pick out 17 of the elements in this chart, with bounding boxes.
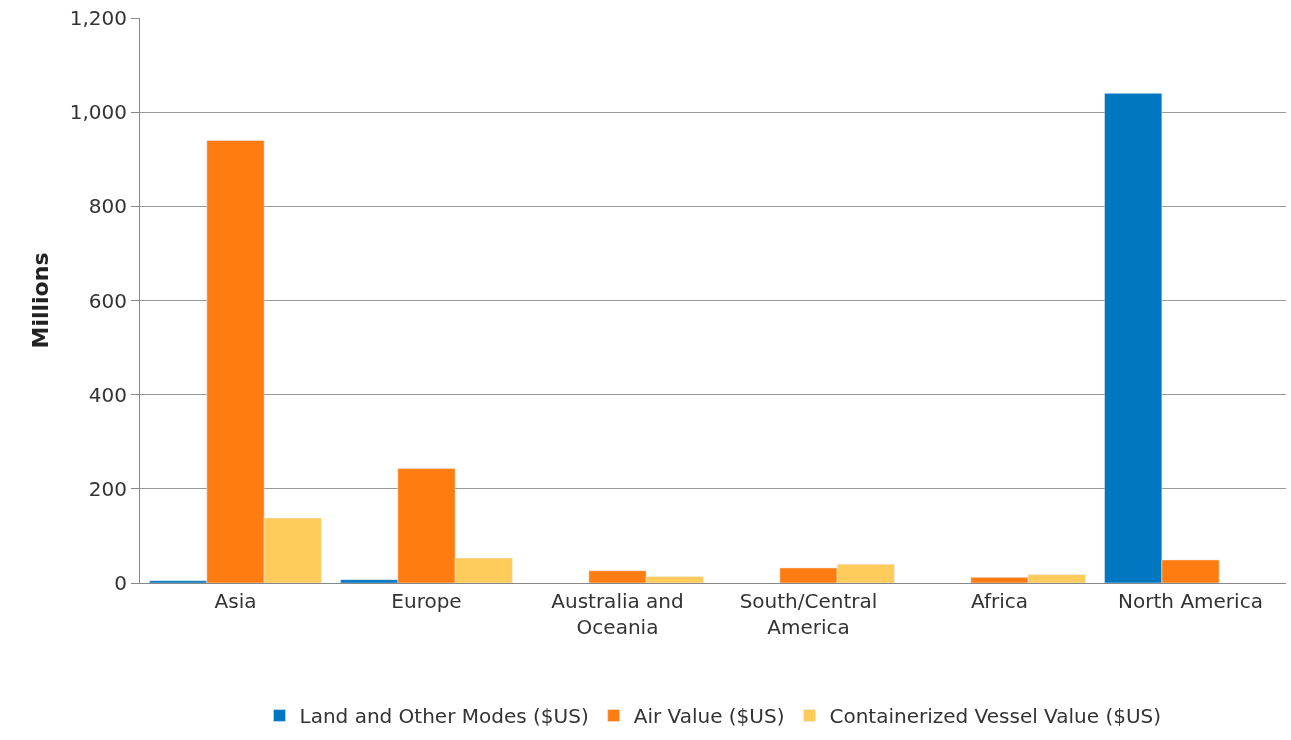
y-tick-label: 600: [88, 288, 127, 313]
x-tick-label: Africa: [970, 589, 1029, 613]
legend-label: Air Value ($US): [633, 704, 785, 729]
x-tick-label: Asia: [214, 589, 257, 613]
y-tick-label: 1,200: [69, 6, 127, 30]
x-tick-label: South/Central America: [739, 589, 878, 639]
y-tick-label: 1,000: [69, 100, 127, 125]
y-tick-label: 400: [88, 382, 127, 407]
y-tick-label: 800: [88, 194, 127, 219]
y-tick-label: 200: [88, 476, 127, 501]
legend-label: Containerized Vessel Value ($US): [829, 704, 1162, 729]
x-tick-label: Australia and Oceania: [551, 589, 684, 639]
legend-label: Land and Other Modes ($US): [299, 704, 589, 729]
y-tick-label: 0: [114, 571, 127, 595]
x-tick-label: North America: [1118, 589, 1263, 613]
x-tick-label: Europe: [391, 589, 462, 613]
y-axis-title: Millions: [27, 252, 53, 349]
